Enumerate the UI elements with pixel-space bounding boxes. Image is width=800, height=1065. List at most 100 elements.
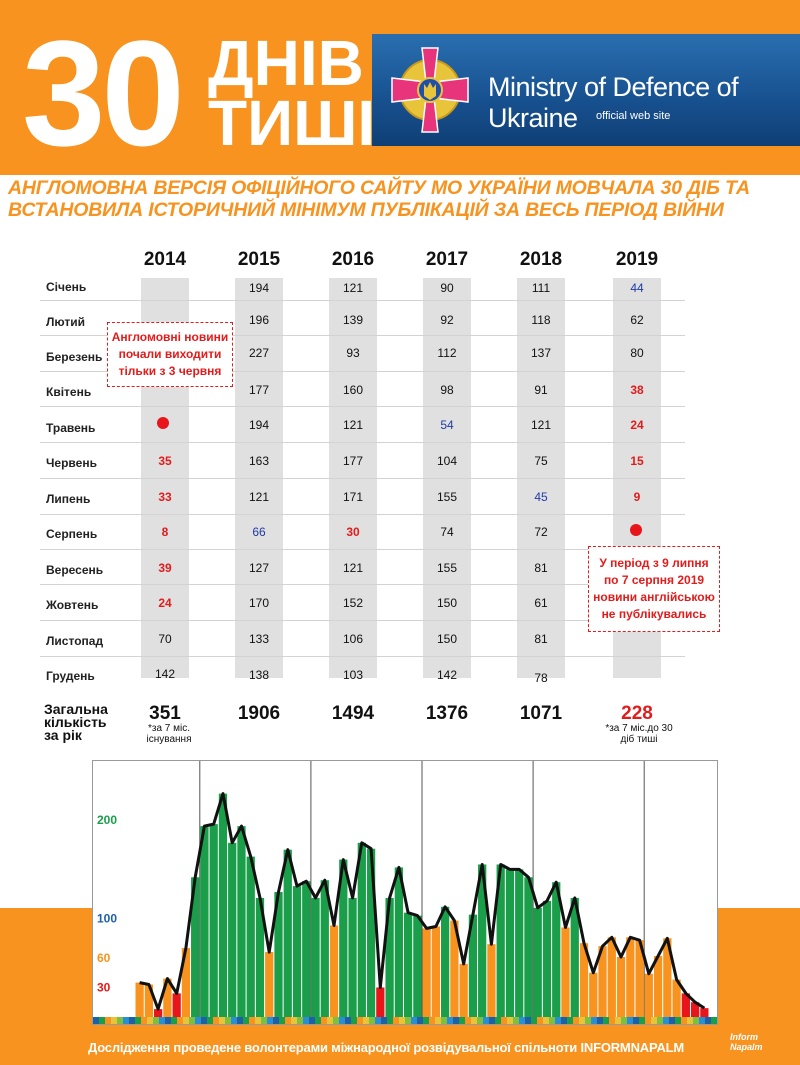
color-strip-segment bbox=[579, 1017, 586, 1024]
color-strip-segment bbox=[681, 1017, 688, 1024]
cell-2018: 118 bbox=[531, 313, 551, 327]
color-strip-segment bbox=[615, 1017, 622, 1024]
color-strip-segment bbox=[423, 1017, 430, 1024]
color-strip-segment bbox=[333, 1017, 340, 1024]
cell-2016: 139 bbox=[342, 313, 364, 327]
cell-2019: 62 bbox=[630, 313, 644, 327]
year-header: 2014 bbox=[143, 249, 187, 270]
color-strip-segment bbox=[447, 1017, 454, 1024]
row-divider bbox=[40, 371, 685, 372]
days-of-silence-title: ДНІВ ТИШІ bbox=[208, 31, 376, 159]
cell-2018: 45 bbox=[534, 490, 548, 504]
cell-2017: 98 bbox=[440, 383, 454, 397]
color-strip-segment bbox=[429, 1017, 436, 1024]
color-strip-segment bbox=[261, 1017, 268, 1024]
bar bbox=[690, 1002, 700, 1017]
bar bbox=[496, 864, 505, 1017]
month-label: Липень bbox=[46, 492, 91, 506]
color-strip-segment bbox=[555, 1017, 562, 1024]
bar bbox=[552, 882, 561, 1017]
row-divider bbox=[40, 656, 685, 657]
color-strip-segment bbox=[279, 1017, 286, 1024]
color-strip-segment bbox=[375, 1017, 382, 1024]
cell-2014-oct: 24 bbox=[158, 596, 172, 610]
y-tick-label: 200 bbox=[97, 813, 117, 827]
month-label: Січень bbox=[46, 280, 87, 294]
color-strip-segment bbox=[453, 1017, 460, 1024]
color-strip-segment bbox=[675, 1017, 682, 1024]
color-strip-segment bbox=[387, 1017, 394, 1024]
bar bbox=[200, 826, 209, 1017]
bar bbox=[144, 984, 154, 1017]
days-line-2: ТИШІ bbox=[208, 87, 376, 159]
color-strip-segment bbox=[147, 1017, 154, 1024]
color-strip-segment bbox=[273, 1017, 280, 1024]
bar bbox=[478, 864, 487, 1017]
headline-line-1: Англомовна версія офіційного сайту МО Ук… bbox=[8, 177, 750, 199]
cell-2016: 30 bbox=[346, 525, 360, 539]
cell-2016: 121 bbox=[342, 418, 364, 432]
color-strip-segment bbox=[327, 1017, 334, 1024]
cell-2015: 138 bbox=[248, 668, 270, 682]
cell-2015: 194 bbox=[248, 418, 270, 432]
bar bbox=[505, 869, 515, 1017]
cell-2018: 81 bbox=[534, 561, 548, 575]
color-strip-segment bbox=[489, 1017, 496, 1024]
bar bbox=[431, 926, 441, 1017]
logo-line-2: Napalm bbox=[730, 1042, 763, 1052]
bar bbox=[366, 848, 376, 1017]
color-strip-segment bbox=[297, 1017, 304, 1024]
color-strip-segment bbox=[111, 1017, 118, 1024]
bar bbox=[228, 842, 237, 1017]
color-strip-segment bbox=[231, 1017, 238, 1024]
cell-2018: 61 bbox=[534, 596, 548, 610]
bar bbox=[255, 897, 265, 1017]
year-header: 2018 bbox=[519, 249, 563, 270]
informnapalm-logo: Inform Napalm bbox=[730, 1032, 763, 1052]
cell-2019: 44 bbox=[630, 281, 644, 295]
cell-2019: 24 bbox=[630, 418, 644, 432]
cell-2015: 170 bbox=[248, 596, 270, 610]
month-label: Лютий bbox=[46, 315, 85, 329]
color-strip-segment bbox=[285, 1017, 292, 1024]
y-tick-label: 60 bbox=[97, 951, 111, 965]
color-strip-segment bbox=[315, 1017, 322, 1024]
bar bbox=[441, 906, 450, 1017]
cell-2017: 92 bbox=[440, 313, 454, 327]
cell-2019: 15 bbox=[630, 454, 644, 468]
big-number-30: 30 bbox=[22, 9, 185, 177]
color-strip-segment bbox=[507, 1017, 514, 1024]
total-2019-footnote: *за 7 міс.до 30 діб тиші bbox=[605, 723, 673, 745]
bar bbox=[385, 897, 394, 1017]
color-strip-segment bbox=[369, 1017, 376, 1024]
color-strip-segment bbox=[117, 1017, 124, 1024]
monthly-publications-chart: 30 60 100 200 bbox=[93, 761, 718, 1024]
logo-line-1: Inform bbox=[730, 1032, 758, 1042]
color-strip-segment bbox=[465, 1017, 472, 1024]
bar bbox=[413, 915, 422, 1017]
bar bbox=[329, 925, 339, 1017]
bar bbox=[616, 956, 626, 1017]
month-label: Червень bbox=[46, 456, 97, 470]
bar bbox=[653, 955, 663, 1017]
cell-2018: 137 bbox=[530, 346, 552, 360]
total-2017: 1376 bbox=[425, 703, 469, 724]
bar bbox=[320, 880, 329, 1017]
color-strip-segment bbox=[249, 1017, 256, 1024]
bar bbox=[672, 979, 681, 1017]
row-divider bbox=[40, 549, 685, 550]
bar bbox=[376, 987, 385, 1017]
color-strip-segment bbox=[411, 1017, 418, 1024]
bar bbox=[579, 943, 589, 1017]
color-strip-segment bbox=[519, 1017, 526, 1024]
color-strip-segment bbox=[225, 1017, 232, 1024]
cell-2014-dec: 142 bbox=[154, 667, 176, 681]
color-strip-segment bbox=[153, 1017, 160, 1024]
cell-2018: 121 bbox=[530, 418, 552, 432]
bar bbox=[598, 946, 607, 1017]
color-strip-segment bbox=[99, 1017, 106, 1024]
bar bbox=[163, 978, 172, 1017]
callout-2014: Англомовні новини почали виходити тільки… bbox=[107, 322, 233, 387]
total-2015: 1906 bbox=[237, 703, 281, 724]
color-strip-segment bbox=[207, 1017, 214, 1024]
